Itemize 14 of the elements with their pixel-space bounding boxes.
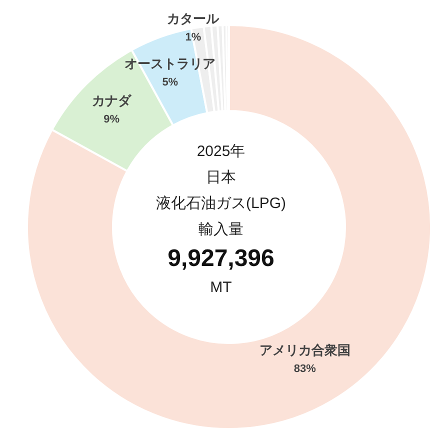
data-label: 5% bbox=[162, 76, 178, 88]
text: MT bbox=[210, 278, 232, 298]
text: 2025年 bbox=[196, 142, 246, 162]
text: 液化石油ガス(LPG) bbox=[156, 194, 286, 214]
data-label: 9% bbox=[104, 114, 120, 126]
text: 日本 bbox=[206, 168, 236, 188]
slice-label: アメリカ合衆国 bbox=[259, 342, 350, 358]
slice-label: カタール bbox=[167, 10, 220, 26]
slice-label: カナダ bbox=[92, 93, 132, 108]
text: 輸入量 bbox=[198, 220, 244, 240]
text: 9,927,396 bbox=[168, 244, 274, 274]
slice-label: オーストラリア bbox=[124, 56, 216, 71]
data-label: 1% bbox=[185, 31, 202, 44]
data-label: 83% bbox=[294, 362, 316, 375]
